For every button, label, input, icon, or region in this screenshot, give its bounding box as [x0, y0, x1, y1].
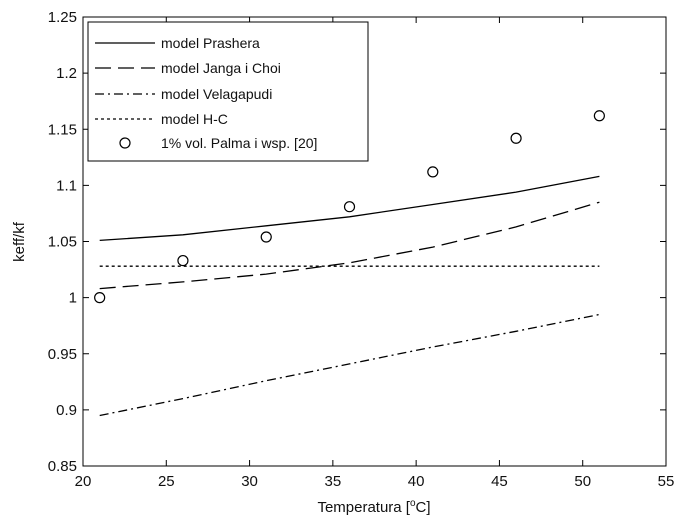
y-tick-label: 1.15 [48, 121, 77, 138]
x-axis-title-sup: o [410, 498, 416, 509]
series-group [94, 110, 605, 417]
data-point-marker [427, 166, 439, 178]
legend-label-prashera: model Prashera [161, 35, 260, 51]
x-tick-label: 30 [241, 473, 258, 490]
x-axis-title-text: Temperatura [ [317, 499, 410, 516]
legend-label-hc: model H-C [161, 111, 228, 127]
data-point-marker [510, 132, 522, 144]
y-tick-label: 1.05 [48, 234, 77, 251]
x-tick-label: 40 [408, 473, 425, 490]
series-palma [94, 110, 605, 304]
y-tick-label: 1.25 [48, 9, 77, 26]
data-point-marker [94, 292, 106, 304]
y-tick-label: 0.95 [48, 346, 77, 363]
x-tick-label: 55 [658, 473, 675, 490]
x-axis-title-unit: C] [416, 499, 431, 516]
series-line [99, 175, 600, 242]
y-tick-label: 1.1 [56, 177, 77, 194]
y-tick-label: 1 [69, 290, 77, 307]
legend-marker-palma [119, 137, 131, 149]
legend-label-palma: 1% vol. Palma i wsp. [20] [161, 135, 317, 151]
series-line [99, 201, 600, 290]
tick-marks [82, 16, 667, 467]
x-tick-label: 35 [325, 473, 342, 490]
y-axis-title: keff/kf [11, 221, 28, 262]
legend: model Prashera model Janga i Choi model … [87, 21, 369, 162]
series-line [99, 313, 600, 417]
legend-label-janga: model Janga i Choi [161, 60, 281, 76]
x-tick-label: 45 [491, 473, 508, 490]
data-point-marker [593, 110, 605, 122]
y-tick-label: 0.85 [48, 458, 77, 475]
x-tick-label: 20 [75, 473, 92, 490]
x-axis-title: Temperatura [oC] [317, 498, 430, 516]
series-janga-i-choi [99, 201, 600, 290]
series-velagapudi [99, 313, 600, 417]
data-point-marker [177, 254, 189, 267]
y-tick-label: 1.2 [56, 65, 77, 82]
series-prashera [99, 175, 600, 242]
x-tick-labels: 20 25 30 35 40 45 50 55 [75, 473, 675, 490]
data-point-marker [343, 201, 356, 213]
y-tick-labels: 0.85 0.9 0.95 1 1.05 1.1 1.15 1.2 1.25 [48, 9, 77, 475]
x-tick-label: 50 [574, 473, 591, 490]
legend-box [87, 21, 369, 162]
y-tick-label: 0.9 [56, 402, 77, 419]
legend-label-velagapudi: model Velagapudi [161, 86, 272, 102]
x-tick-label: 25 [158, 473, 175, 490]
data-point-marker [260, 231, 272, 243]
